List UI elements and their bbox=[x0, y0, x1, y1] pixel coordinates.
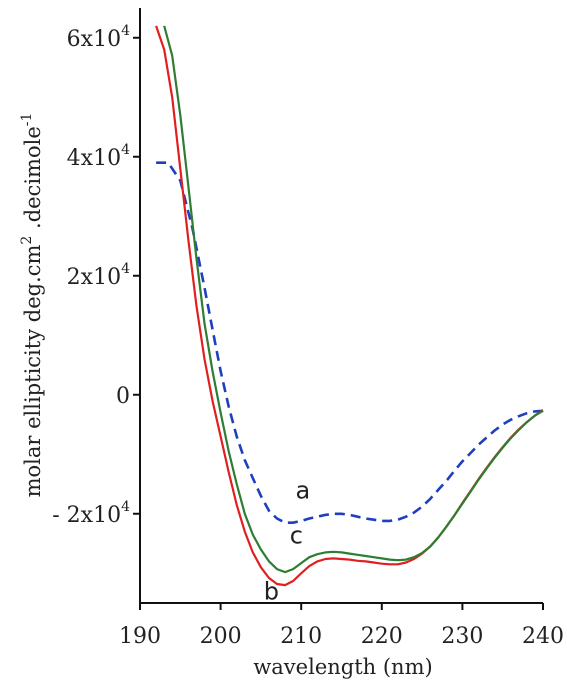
y-axis-title-sup1: 2 bbox=[19, 236, 35, 245]
x-tick-label: 200 bbox=[200, 624, 242, 649]
y-tick-label: 4x104 bbox=[67, 142, 130, 171]
curve-label-c: c bbox=[290, 522, 303, 550]
x-tick-label: 190 bbox=[119, 624, 161, 649]
y-tick-label-exp: 4 bbox=[121, 23, 130, 39]
y-tick-label-base: 4x10 bbox=[67, 146, 121, 171]
curve-label-b: b bbox=[264, 577, 279, 605]
x-tick-label: 210 bbox=[280, 624, 322, 649]
y-axis-title: molar ellipticity deg.cm2 .decimole-1 bbox=[19, 113, 45, 498]
y-tick-label-base: 2x10 bbox=[67, 265, 121, 290]
labels-layer: acb bbox=[264, 476, 310, 605]
y-axis-title-main: molar ellipticity deg.cm bbox=[21, 245, 45, 498]
x-axis-title: wavelength (nm) bbox=[253, 655, 432, 679]
series-line-b bbox=[155, 25, 544, 587]
y-tick-label-base: 6x10 bbox=[67, 27, 121, 52]
series-line-c bbox=[163, 25, 544, 574]
y-tick-label-exp: 4 bbox=[121, 142, 130, 158]
series-layer bbox=[155, 25, 544, 587]
y-tick-label: - 2x104 bbox=[52, 499, 130, 528]
y-tick-label-exp: 4 bbox=[121, 499, 130, 515]
y-tick-label: 6x104 bbox=[67, 23, 130, 52]
y-tick-label-exp: 4 bbox=[121, 261, 130, 277]
y-axis-title-sup2: -1 bbox=[19, 113, 35, 127]
y-axis-title-mid: .decimole bbox=[21, 126, 45, 235]
x-tick-label: 240 bbox=[522, 624, 564, 649]
curve-label-a: a bbox=[295, 476, 310, 504]
x-tick-label: 230 bbox=[441, 624, 483, 649]
y-tick-label: 2x104 bbox=[67, 261, 130, 290]
y-tick-label-base: - 2x10 bbox=[52, 503, 121, 528]
series-line-a bbox=[156, 161, 544, 524]
x-tick-label: 220 bbox=[361, 624, 403, 649]
y-tick-label: 0 bbox=[116, 384, 130, 409]
